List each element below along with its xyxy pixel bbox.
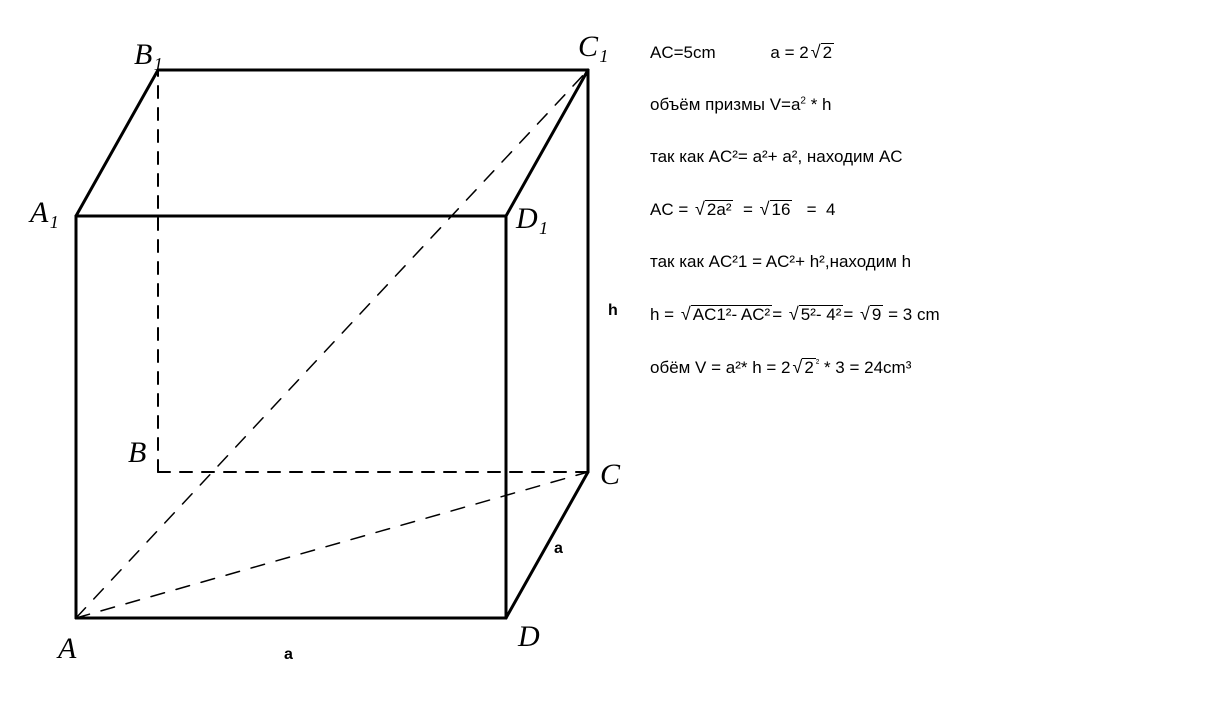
h-calc-rad2: 5²- 4²: [799, 305, 844, 325]
label-A: A: [58, 632, 76, 666]
math-ac1-line: так как AC²1 = AC²+ h²,находим h: [650, 250, 1210, 274]
ac-calc-result: 4: [826, 200, 835, 219]
sqrt-icon: 5²- 4²: [787, 302, 844, 327]
prism-svg: [20, 20, 640, 700]
ac-calc-eq2: =: [807, 200, 817, 219]
given-a-prefix: a = 2: [770, 43, 808, 62]
label-D1: D₁: [516, 202, 548, 236]
label-D: D: [518, 620, 540, 654]
label-C: C: [600, 458, 620, 492]
label-B1: B₁: [134, 38, 163, 72]
sqrt-icon: 16: [758, 197, 793, 222]
math-derivation: AC=5cm a = 22 объём призмы V=a2 * h так …: [650, 40, 1210, 408]
h-calc-result: = 3 cm: [888, 305, 940, 324]
math-h-calc: h = AC1²- AC²= 5²- 4²= 9 = 3 cm: [650, 302, 1210, 327]
ac-calc-rad2: 16: [770, 200, 793, 220]
vol-exp: 2: [800, 96, 806, 107]
math-ac-calc: AC = 2a² = 16 = 4: [650, 197, 1210, 222]
ac-calc-prefix: AC =: [650, 200, 688, 219]
math-given: AC=5cm a = 2 2: [650, 40, 1210, 65]
given-a-rad: 2: [821, 43, 834, 63]
v-final-suffix: * 3 = 24cm³: [824, 358, 911, 377]
label-C1: C₁: [578, 30, 608, 64]
h-calc-rad3: 9: [870, 305, 883, 325]
v-final-prefix: обём V = a²* h = 2: [650, 358, 791, 377]
v-final-exp: ²: [816, 358, 819, 369]
label-A1: A₁: [30, 196, 59, 230]
ac-calc-eq1: =: [743, 200, 753, 219]
dim-h: h: [608, 302, 618, 320]
sqrt-icon: 2a²: [693, 197, 733, 222]
dim-a-right: a: [554, 540, 563, 558]
math-volume-formula: объём призмы V=a2 * h: [650, 93, 1210, 117]
h-calc-prefix: h =: [650, 305, 674, 324]
sqrt-icon: 2: [809, 40, 834, 65]
label-B: B: [128, 436, 146, 470]
math-v-final: обём V = a²* h = 2 2² * 3 = 24cm³: [650, 355, 1210, 380]
dim-a-bottom: a: [284, 646, 293, 664]
vol-suffix: * h: [811, 95, 832, 114]
sqrt-icon: AC1²- AC²: [679, 302, 772, 327]
v-final-rad: 2: [802, 358, 815, 378]
given-ac: AC=5cm: [650, 43, 716, 62]
prism-diagram: A D C B A₁ D₁ C₁ B₁ a a h: [20, 20, 640, 705]
vol-prefix: объём призмы V=a: [650, 95, 800, 114]
h-calc-rad1: AC1²- AC²: [691, 305, 772, 325]
sqrt-icon: 9: [858, 302, 883, 327]
math-ac2-line: так как AC²= a²+ a², находим AC: [650, 145, 1210, 169]
ac-calc-rad1: 2a²: [705, 200, 734, 220]
sqrt-icon: 2: [791, 355, 816, 380]
